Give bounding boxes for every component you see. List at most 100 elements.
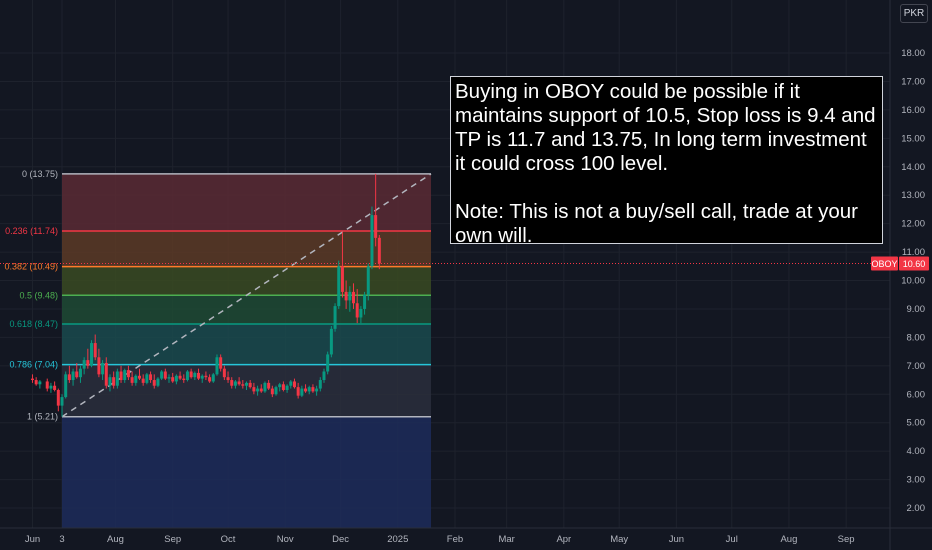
candle-body[interactable] <box>82 360 86 369</box>
candle-body[interactable] <box>64 374 68 398</box>
candle-body[interactable] <box>45 381 49 389</box>
candle-body[interactable] <box>370 215 374 267</box>
candle-body[interactable] <box>278 384 282 388</box>
candle-body[interactable] <box>167 377 171 379</box>
candle-body[interactable] <box>237 381 241 385</box>
candle-body[interactable] <box>267 382 271 389</box>
candle-body[interactable] <box>355 303 359 318</box>
candle-body[interactable] <box>200 375 204 379</box>
candle-body[interactable] <box>71 371 75 381</box>
candle-body[interactable] <box>252 387 256 392</box>
candle-body[interactable] <box>292 381 296 388</box>
candle-body[interactable] <box>101 362 105 375</box>
candle-body[interactable] <box>182 378 186 381</box>
candle-body[interactable] <box>348 291 352 301</box>
candle-body[interactable] <box>311 387 315 392</box>
candle-body[interactable] <box>93 343 97 358</box>
candle-body[interactable] <box>285 385 289 390</box>
candle-body[interactable] <box>241 384 245 386</box>
candle-body[interactable] <box>134 375 138 383</box>
candle-body[interactable] <box>281 384 285 390</box>
candle-body[interactable] <box>340 266 344 292</box>
candle-body[interactable] <box>53 385 57 390</box>
candle-body[interactable] <box>160 371 164 379</box>
candle-body[interactable] <box>204 375 208 378</box>
candle-body[interactable] <box>178 375 182 379</box>
candle-body[interactable] <box>337 266 341 307</box>
candle-body[interactable] <box>60 397 64 406</box>
candle-body[interactable] <box>145 374 149 383</box>
candle-body[interactable] <box>67 374 71 381</box>
candle-body[interactable] <box>126 370 130 378</box>
candle-body[interactable] <box>208 377 212 382</box>
candle-body[interactable] <box>123 370 127 381</box>
candle-body[interactable] <box>318 380 322 389</box>
candle-body[interactable] <box>141 378 145 383</box>
candle-body[interactable] <box>270 388 274 395</box>
candle-body[interactable] <box>34 380 38 385</box>
candle-body[interactable] <box>352 291 356 304</box>
candle-body[interactable] <box>130 377 134 383</box>
candle-body[interactable] <box>263 382 267 392</box>
candle-body[interactable] <box>374 215 378 238</box>
candle-body[interactable] <box>163 371 167 379</box>
candle-body[interactable] <box>233 381 237 386</box>
candle-body[interactable] <box>174 375 178 382</box>
candle-body[interactable] <box>38 381 42 385</box>
candle-body[interactable] <box>171 377 175 382</box>
candle-body[interactable] <box>49 385 53 389</box>
candle-body[interactable] <box>259 388 263 392</box>
candle-body[interactable] <box>86 360 90 366</box>
candle-body[interactable] <box>296 387 300 396</box>
candle-body[interactable] <box>119 371 123 381</box>
candle-body[interactable] <box>104 362 108 386</box>
candle-body[interactable] <box>215 357 219 375</box>
trend-line[interactable] <box>61 173 432 418</box>
candle-body[interactable] <box>137 375 141 379</box>
candle-body[interactable] <box>115 371 119 386</box>
y-tick-label: 8.00 <box>907 332 926 343</box>
candle-body[interactable] <box>359 308 363 318</box>
candle-body[interactable] <box>300 388 304 396</box>
candle-body[interactable] <box>326 354 330 372</box>
candle-body[interactable] <box>75 371 79 378</box>
candle-body[interactable] <box>344 291 348 301</box>
candle-body[interactable] <box>329 328 333 355</box>
candle-body[interactable] <box>112 377 116 386</box>
fib-level-label: 0.382 (10.49) <box>4 262 58 272</box>
candle-body[interactable] <box>333 306 337 329</box>
candle-body[interactable] <box>248 382 252 388</box>
candle-body[interactable] <box>256 388 260 392</box>
candle-body[interactable] <box>219 357 223 369</box>
candle-body[interactable] <box>322 371 326 381</box>
candle-body[interactable] <box>97 357 101 375</box>
candle-body[interactable] <box>149 374 153 381</box>
candle-body[interactable] <box>189 371 193 378</box>
candle-body[interactable] <box>152 380 156 386</box>
candle-body[interactable] <box>304 388 308 392</box>
candle-body[interactable] <box>366 266 370 295</box>
candle-body[interactable] <box>108 377 112 386</box>
candle-body[interactable] <box>377 237 381 264</box>
candle-body[interactable] <box>289 381 293 386</box>
candle-body[interactable] <box>156 378 160 386</box>
candle-body[interactable] <box>274 387 278 395</box>
candle-body[interactable] <box>226 377 230 381</box>
candle-body[interactable] <box>230 380 234 386</box>
y-tick-label: 15.00 <box>901 133 925 144</box>
candle-body[interactable] <box>363 294 367 309</box>
candle-body[interactable] <box>315 388 319 392</box>
candle-body[interactable] <box>307 387 311 392</box>
candle-body[interactable] <box>193 372 197 378</box>
candle-body[interactable] <box>185 371 189 381</box>
candle-body[interactable] <box>245 382 248 386</box>
candle-body[interactable] <box>78 368 82 378</box>
candle-body[interactable] <box>211 374 215 382</box>
candle-body[interactable] <box>30 378 34 381</box>
candle-body[interactable] <box>222 368 226 378</box>
currency-button[interactable]: PKR <box>900 4 928 23</box>
candle-body[interactable] <box>90 343 94 366</box>
candle-body[interactable] <box>197 372 201 379</box>
candle-body[interactable] <box>56 389 60 406</box>
